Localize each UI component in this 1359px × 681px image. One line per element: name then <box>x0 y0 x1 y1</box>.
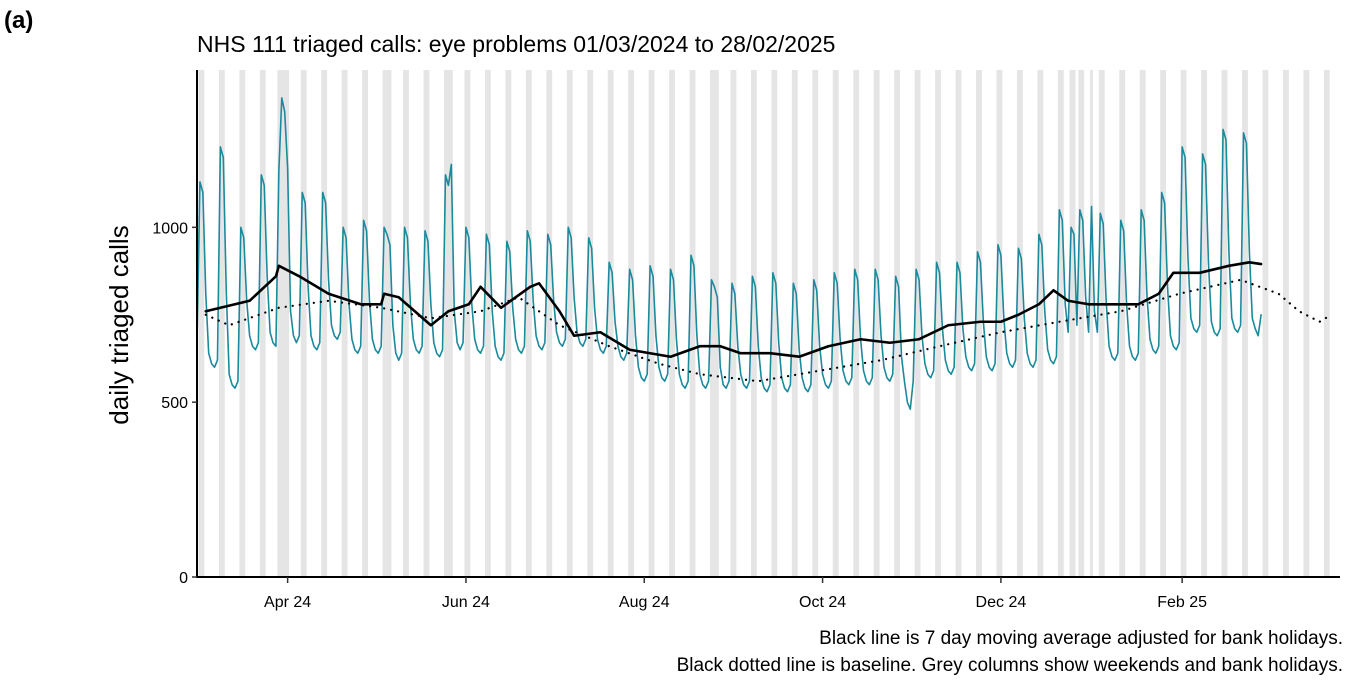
shade-column <box>669 70 675 577</box>
lines <box>196 97 1333 410</box>
shade-column <box>259 70 266 577</box>
shade-column <box>1016 70 1023 577</box>
shade-column <box>935 70 941 577</box>
x-tick-label: Aug 24 <box>619 594 670 611</box>
shade-column <box>914 70 921 577</box>
shade-column <box>812 70 819 577</box>
shade-column <box>566 70 573 577</box>
shade-column <box>1201 70 1207 577</box>
chart-title: NHS 111 triaged calls: eye problems 01/0… <box>197 31 835 57</box>
shade-column <box>894 70 901 577</box>
shade-column <box>341 70 348 577</box>
shade-column <box>1098 70 1105 577</box>
y-axis-label: daily triaged calls <box>104 225 134 424</box>
shade-column <box>1323 70 1330 577</box>
panel-label: (a) <box>4 7 33 34</box>
shade-column <box>628 70 635 577</box>
axes: 0 500 1000 Apr 24 Jun 24 Aug 24 Oct 24 Dec 24 Fe… <box>152 70 1340 611</box>
x-tick-label: Jun 24 <box>442 594 490 611</box>
shade-column <box>1303 70 1310 577</box>
shade-column <box>730 70 737 577</box>
x-tick-label: Apr 24 <box>264 594 311 611</box>
x-tick-label: Dec 24 <box>976 594 1027 611</box>
shade-column <box>464 70 471 577</box>
shade-column <box>1160 70 1167 577</box>
series-line <box>196 97 1262 410</box>
shade-column <box>444 70 453 577</box>
shade-column <box>277 70 290 577</box>
series-line <box>204 261 1263 359</box>
shade-column <box>1069 70 1076 577</box>
footnote: Black dotted line is baseline. Grey colu… <box>677 655 1343 676</box>
shade-column <box>689 70 696 577</box>
shade-column <box>710 70 719 577</box>
shade-column <box>791 70 798 577</box>
x-tick-label: Feb 25 <box>1157 594 1207 611</box>
shade-column <box>484 70 491 577</box>
shade-column <box>873 70 880 577</box>
shade-column <box>239 70 246 577</box>
shade-column <box>525 70 532 577</box>
shade-column <box>382 70 392 577</box>
shade-column <box>218 70 225 577</box>
x-tick-label: Oct 24 <box>799 594 846 611</box>
shade-column <box>1057 70 1064 577</box>
shaded-columns <box>198 70 1330 577</box>
shade-column <box>607 70 614 577</box>
shade-column <box>1242 70 1248 577</box>
shade-column <box>321 70 328 577</box>
shade-column <box>587 70 594 577</box>
shade-column <box>1221 70 1228 577</box>
shade-column <box>996 70 1003 577</box>
y-tick-label: 0 <box>179 570 188 587</box>
shade-column <box>832 70 839 577</box>
shade-column <box>1119 70 1126 577</box>
shade-column <box>1090 70 1093 577</box>
shade-column <box>1262 70 1269 577</box>
y-tick-label: 1000 <box>152 220 188 237</box>
shade-column <box>648 70 655 577</box>
shade-column <box>300 70 307 577</box>
shade-column <box>1180 70 1187 577</box>
y-tick-label: 500 <box>161 395 188 412</box>
shade-column <box>853 70 860 577</box>
shade-column <box>1139 70 1146 577</box>
shade-column <box>1037 70 1044 577</box>
shade-column <box>198 70 205 577</box>
shade-column <box>423 70 430 577</box>
footnote: Black line is 7 day moving average adjus… <box>819 628 1343 649</box>
shade-column <box>505 70 512 577</box>
shade-column <box>1282 70 1289 577</box>
shade-column <box>1078 70 1085 577</box>
shade-column <box>771 70 778 577</box>
shade-column <box>403 70 409 577</box>
shade-column <box>750 70 757 577</box>
shade-column <box>546 70 553 577</box>
shade-column <box>362 70 369 577</box>
shade-column <box>976 70 982 577</box>
